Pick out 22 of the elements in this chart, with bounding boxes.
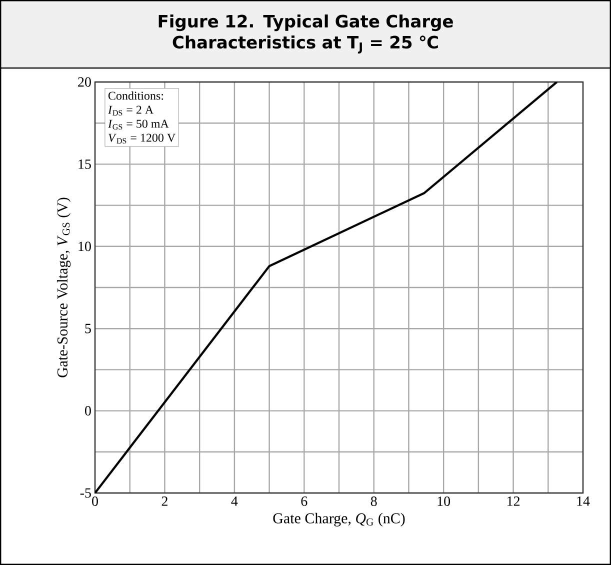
annotation: Conditions: bbox=[108, 91, 164, 100]
x-tick-label: 10 bbox=[438, 496, 450, 506]
x-tick-label: 8 bbox=[370, 496, 377, 506]
x-axis-title: Gate Charge, Q$_{G}$ (nC) bbox=[273, 512, 405, 526]
annotation: V$_{DS}$ = 1200 V bbox=[108, 134, 176, 144]
annotation: I$_{GS}$ = 50 mA bbox=[108, 120, 169, 130]
line-series bbox=[95, 82, 558, 493]
x-tick-label: 4 bbox=[231, 496, 238, 506]
y-axis-title: Gate-Source Voltage, V$_{GS}$ (V) bbox=[56, 198, 71, 378]
x-tick-label: 6 bbox=[301, 496, 308, 506]
x-tick-label: 12 bbox=[508, 496, 520, 506]
y-tick-label: 5 bbox=[85, 324, 91, 334]
annotation: I$_{DS}$ = 2 A bbox=[108, 106, 154, 116]
x-tick-label: 0 bbox=[92, 496, 98, 506]
x-tick-label: 14 bbox=[577, 496, 590, 506]
y-tick-label: -5 bbox=[80, 488, 91, 498]
y-tick-label: 10 bbox=[78, 242, 91, 252]
y-tick-label: 20 bbox=[78, 77, 91, 87]
y-tick-label: 0 bbox=[85, 406, 91, 416]
x-tick-label: 2 bbox=[162, 496, 168, 506]
y-tick-label: 15 bbox=[78, 159, 91, 169]
chart-title: Figure 12. Typical Gate Charge Characteristics at T$_{J}$ = 25 ℃ bbox=[158, 14, 453, 54]
